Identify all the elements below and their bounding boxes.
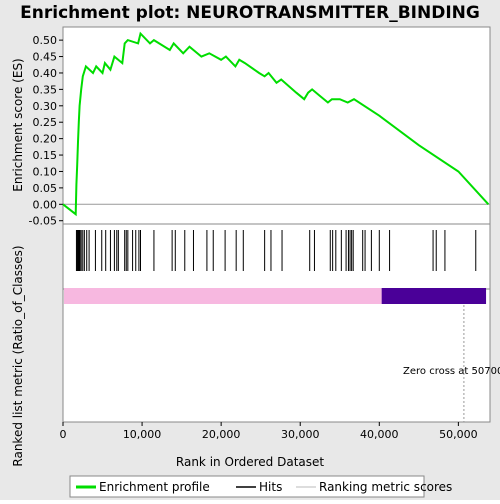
y-tick-label: 0.40 — [33, 67, 58, 80]
y-axis-label-top: Enrichment score (ES) — [11, 58, 25, 191]
y-tick-label: 0.00 — [33, 198, 58, 211]
y-axis-label-bottom: Ranked list metric (Ratio_of_Classes) — [11, 245, 25, 466]
metric-panel — [63, 289, 490, 422]
y-tick-label: 0.45 — [33, 51, 58, 64]
positive-metric-band — [64, 288, 382, 304]
y-tick-label: 0.15 — [33, 149, 58, 162]
hits-panel — [63, 224, 490, 289]
legend-label-metric: Ranking metric scores — [319, 480, 452, 494]
x-tick-label: 10,000 — [123, 428, 162, 441]
x-tick-label: 50,000 — [439, 428, 478, 441]
x-axis-label: Rank in Ordered Dataset — [176, 455, 324, 469]
legend-label-hits: Hits — [259, 480, 282, 494]
y-tick-label: 0.05 — [33, 182, 58, 195]
legend-label-enrichment: Enrichment profile — [99, 480, 210, 494]
y-tick-label: 0.50 — [33, 34, 58, 47]
y-tick-label: 0.25 — [33, 116, 58, 129]
negative-metric-band — [382, 288, 486, 304]
x-tick-label: 30,000 — [281, 428, 320, 441]
y-tick-label: -0.05 — [29, 215, 57, 228]
y-tick-label: 0.35 — [33, 83, 58, 96]
y-tick-label: 0.20 — [33, 133, 58, 146]
x-tick-label: 40,000 — [360, 428, 399, 441]
y-tick-label: 0.10 — [33, 165, 58, 178]
ranking-metric-bars — [64, 288, 486, 304]
es-panel — [63, 27, 490, 224]
y-tick-label: 0.30 — [33, 100, 58, 113]
x-tick-label: 0 — [60, 428, 67, 441]
x-tick-label: 20,000 — [202, 428, 241, 441]
chart-title: Enrichment plot: NEUROTRANSMITTER_BINDIN… — [20, 3, 480, 23]
zero-cross-annotation: Zero cross at 50700 — [403, 366, 500, 377]
